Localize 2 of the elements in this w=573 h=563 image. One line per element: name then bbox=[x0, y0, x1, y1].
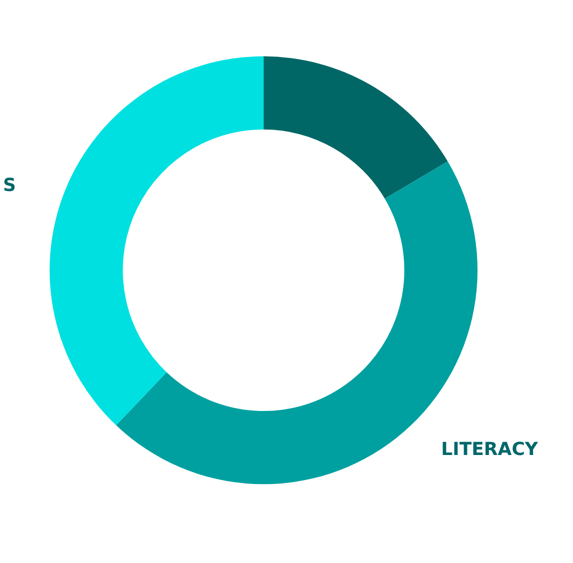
slice-label: LITERACY bbox=[441, 438, 539, 460]
slice-label: S bbox=[3, 174, 16, 196]
